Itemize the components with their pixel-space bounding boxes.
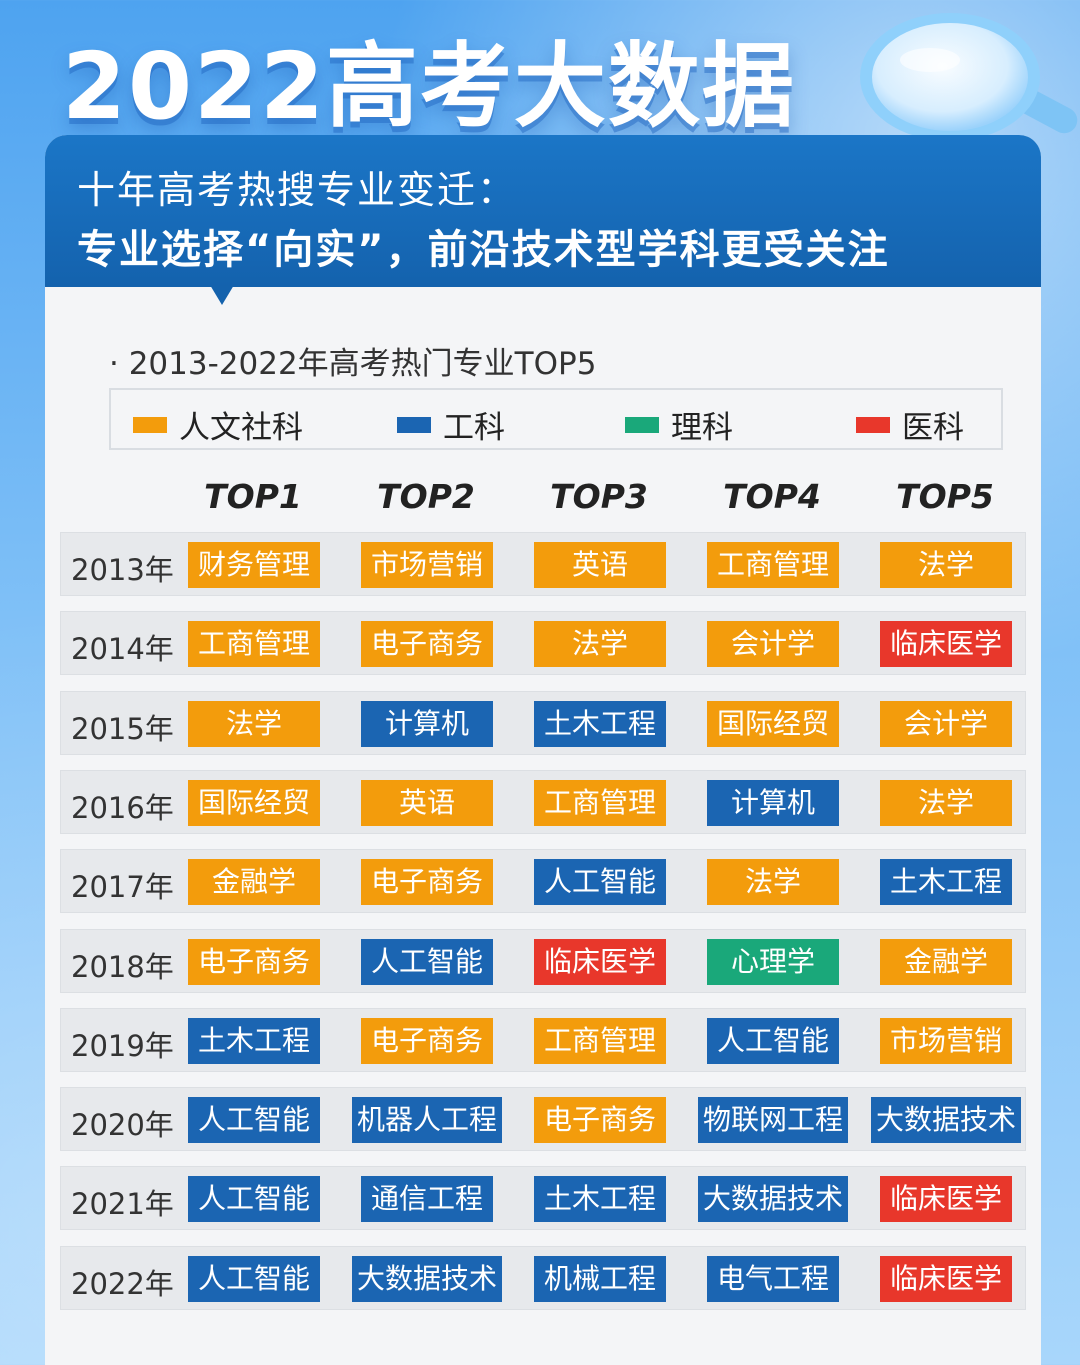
header-top4: TOP4 (723, 477, 821, 516)
major-tag: 国际经贸 (188, 779, 320, 826)
banner-pointer (210, 285, 234, 305)
legend-item-medicine: 医科 (856, 402, 964, 447)
category-legend: 人文社科 工科 理科 医科 (109, 388, 1003, 450)
major-tag: 物联网工程 (698, 1097, 848, 1144)
content-card: 十年高考热搜专业变迁： 专业选择“向实”，前沿技术型学科更受关注 · 2013-… (45, 135, 1041, 1365)
major-tag: 临床医学 (880, 621, 1012, 668)
major-tag: 法学 (880, 779, 1012, 826)
legend-label: 人文社科 (179, 410, 303, 446)
main-title: 2022高考大数据 (62, 33, 797, 140)
major-tag: 土木工程 (880, 859, 1012, 906)
banner-heading: 十年高考热搜专业变迁： (77, 168, 518, 212)
major-tag: 土木工程 (534, 700, 666, 747)
major-tag: 机器人工程 (352, 1097, 502, 1144)
table-row: 2016年 国际经贸 英语 工商管理 计算机 法学 (60, 769, 1026, 834)
legend-item-science: 理科 (625, 402, 733, 447)
legend-label: 医科 (902, 410, 964, 446)
major-tag: 市场营销 (880, 1017, 1012, 1064)
magnifier-icon (860, 13, 1078, 141)
major-tag: 土木工程 (534, 1176, 666, 1223)
major-tag: 金融学 (880, 938, 1012, 985)
major-tag: 工商管理 (188, 621, 320, 668)
header-top2: TOP2 (377, 477, 475, 516)
major-tag: 法学 (707, 859, 839, 906)
major-tag: 金融学 (188, 859, 320, 906)
major-tag: 市场营销 (361, 542, 493, 588)
major-tag: 电子商务 (188, 938, 320, 985)
header-top3: TOP3 (550, 477, 648, 516)
row-year: 2016年 (71, 790, 174, 825)
section-subtitle: · 2013-2022年高考热门专业TOP5 (109, 346, 597, 382)
major-tag: 通信工程 (361, 1176, 493, 1223)
table-row: 2017年 金融学 电子商务 人工智能 法学 土木工程 (60, 849, 1026, 914)
major-tag: 工商管理 (534, 1017, 666, 1064)
table-row: 2014年 工商管理 电子商务 法学 会计学 临床医学 (60, 611, 1026, 676)
major-tag: 人工智能 (188, 1255, 320, 1302)
table-row: 2021年 人工智能 通信工程 土木工程 大数据技术 临床医学 (60, 1166, 1026, 1231)
row-year: 2020年 (71, 1108, 174, 1143)
major-tag: 英语 (534, 542, 666, 588)
major-tag: 人工智能 (188, 1176, 320, 1223)
legend-swatch-engineering (397, 416, 431, 433)
major-tag: 大数据技术 (871, 1097, 1021, 1144)
major-tag: 大数据技术 (698, 1176, 848, 1223)
row-year: 2014年 (71, 632, 174, 667)
header-top5: TOP5 (896, 477, 994, 516)
row-year: 2013年 (71, 553, 174, 587)
headline-banner: 十年高考热搜专业变迁： 专业选择“向实”，前沿技术型学科更受关注 (45, 135, 1041, 287)
major-tag: 法学 (880, 542, 1012, 588)
legend-item-engineering: 工科 (397, 402, 505, 447)
major-tag: 临床医学 (880, 1176, 1012, 1223)
legend-swatch-science (625, 416, 659, 433)
rank-headers: TOP1 TOP2 TOP3 TOP4 TOP5 (45, 477, 1041, 523)
major-tag: 会计学 (880, 700, 1012, 747)
major-tag: 人工智能 (707, 1017, 839, 1064)
table-row: 2022年 人工智能 大数据技术 机械工程 电气工程 临床医学 (60, 1245, 1026, 1310)
major-tag: 土木工程 (188, 1017, 320, 1064)
major-tag: 电子商务 (361, 621, 493, 668)
row-year: 2021年 (71, 1187, 174, 1222)
major-tag: 人工智能 (188, 1097, 320, 1144)
row-year: 2019年 (71, 1028, 174, 1063)
legend-label: 理科 (671, 410, 733, 446)
major-tag: 财务管理 (188, 542, 320, 588)
major-tag: 工商管理 (707, 542, 839, 588)
table-row: 2018年 电子商务 人工智能 临床医学 心理学 金融学 (60, 928, 1026, 993)
banner-subheading: 专业选择“向实”，前沿技术型学科更受关注 (77, 227, 890, 273)
major-tag: 国际经贸 (707, 700, 839, 747)
major-tag: 电子商务 (361, 859, 493, 906)
major-tag: 工商管理 (534, 779, 666, 826)
major-tag: 机械工程 (534, 1255, 666, 1302)
major-tag: 电气工程 (707, 1255, 839, 1302)
major-tag: 人工智能 (361, 938, 493, 985)
major-tag: 英语 (361, 779, 493, 826)
table-row: 2015年 法学 计算机 土木工程 国际经贸 会计学 (60, 690, 1026, 755)
legend-swatch-humanities (133, 416, 167, 433)
major-tag: 临床医学 (534, 938, 666, 985)
row-year: 2022年 (71, 1266, 174, 1301)
major-tag: 法学 (534, 621, 666, 668)
row-year: 2017年 (71, 870, 174, 905)
row-year: 2018年 (71, 949, 174, 984)
major-tag: 计算机 (707, 779, 839, 826)
major-tag: 法学 (188, 700, 320, 747)
header-top1: TOP1 (204, 477, 302, 516)
legend-swatch-medicine (856, 416, 890, 433)
row-year: 2015年 (71, 711, 174, 746)
major-tag: 会计学 (707, 621, 839, 668)
legend-item-humanities: 人文社科 (133, 402, 303, 447)
major-tag: 电子商务 (534, 1097, 666, 1144)
table-row: 2020年 人工智能 机器人工程 电子商务 物联网工程 大数据技术 (60, 1087, 1026, 1152)
table-row: 2013年 财务管理 市场营销 英语 工商管理 法学 (60, 532, 1026, 596)
table-row: 2019年 土木工程 电子商务 工商管理 人工智能 市场营销 (60, 1007, 1026, 1072)
major-tag: 临床医学 (880, 1255, 1012, 1302)
major-tag: 大数据技术 (352, 1255, 502, 1302)
major-tag: 人工智能 (534, 859, 666, 906)
major-tag: 电子商务 (361, 1017, 493, 1064)
legend-label: 工科 (443, 410, 505, 446)
major-tag: 心理学 (707, 938, 839, 985)
major-tag: 计算机 (361, 700, 493, 747)
